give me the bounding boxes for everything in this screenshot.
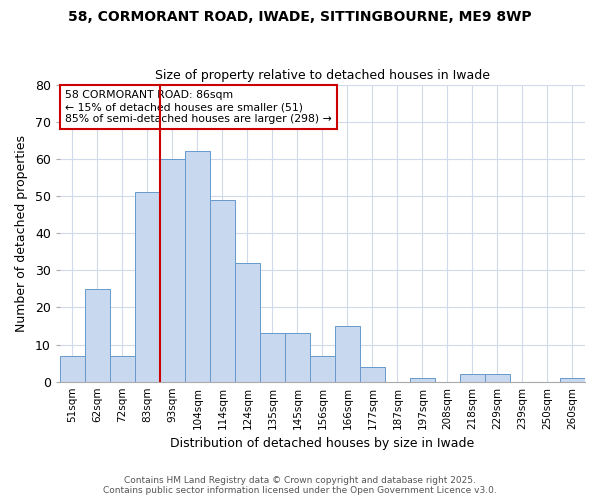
Bar — [260, 334, 285, 382]
Bar — [560, 378, 585, 382]
Bar — [485, 374, 510, 382]
Text: 58 CORMORANT ROAD: 86sqm
← 15% of detached houses are smaller (51)
85% of semi-d: 58 CORMORANT ROAD: 86sqm ← 15% of detach… — [65, 90, 332, 124]
Bar — [285, 334, 310, 382]
Y-axis label: Number of detached properties: Number of detached properties — [15, 134, 28, 332]
Bar — [360, 367, 385, 382]
Bar — [460, 374, 485, 382]
Text: 58, CORMORANT ROAD, IWADE, SITTINGBOURNE, ME9 8WP: 58, CORMORANT ROAD, IWADE, SITTINGBOURNE… — [68, 10, 532, 24]
Title: Size of property relative to detached houses in Iwade: Size of property relative to detached ho… — [155, 69, 490, 82]
Bar — [210, 200, 235, 382]
Bar — [310, 356, 335, 382]
Bar — [235, 263, 260, 382]
X-axis label: Distribution of detached houses by size in Iwade: Distribution of detached houses by size … — [170, 437, 475, 450]
Bar — [60, 356, 85, 382]
Bar — [135, 192, 160, 382]
Bar — [335, 326, 360, 382]
Bar — [110, 356, 135, 382]
Text: Contains HM Land Registry data © Crown copyright and database right 2025.
Contai: Contains HM Land Registry data © Crown c… — [103, 476, 497, 495]
Bar — [85, 289, 110, 382]
Bar — [160, 159, 185, 382]
Bar — [410, 378, 435, 382]
Bar — [185, 152, 210, 382]
